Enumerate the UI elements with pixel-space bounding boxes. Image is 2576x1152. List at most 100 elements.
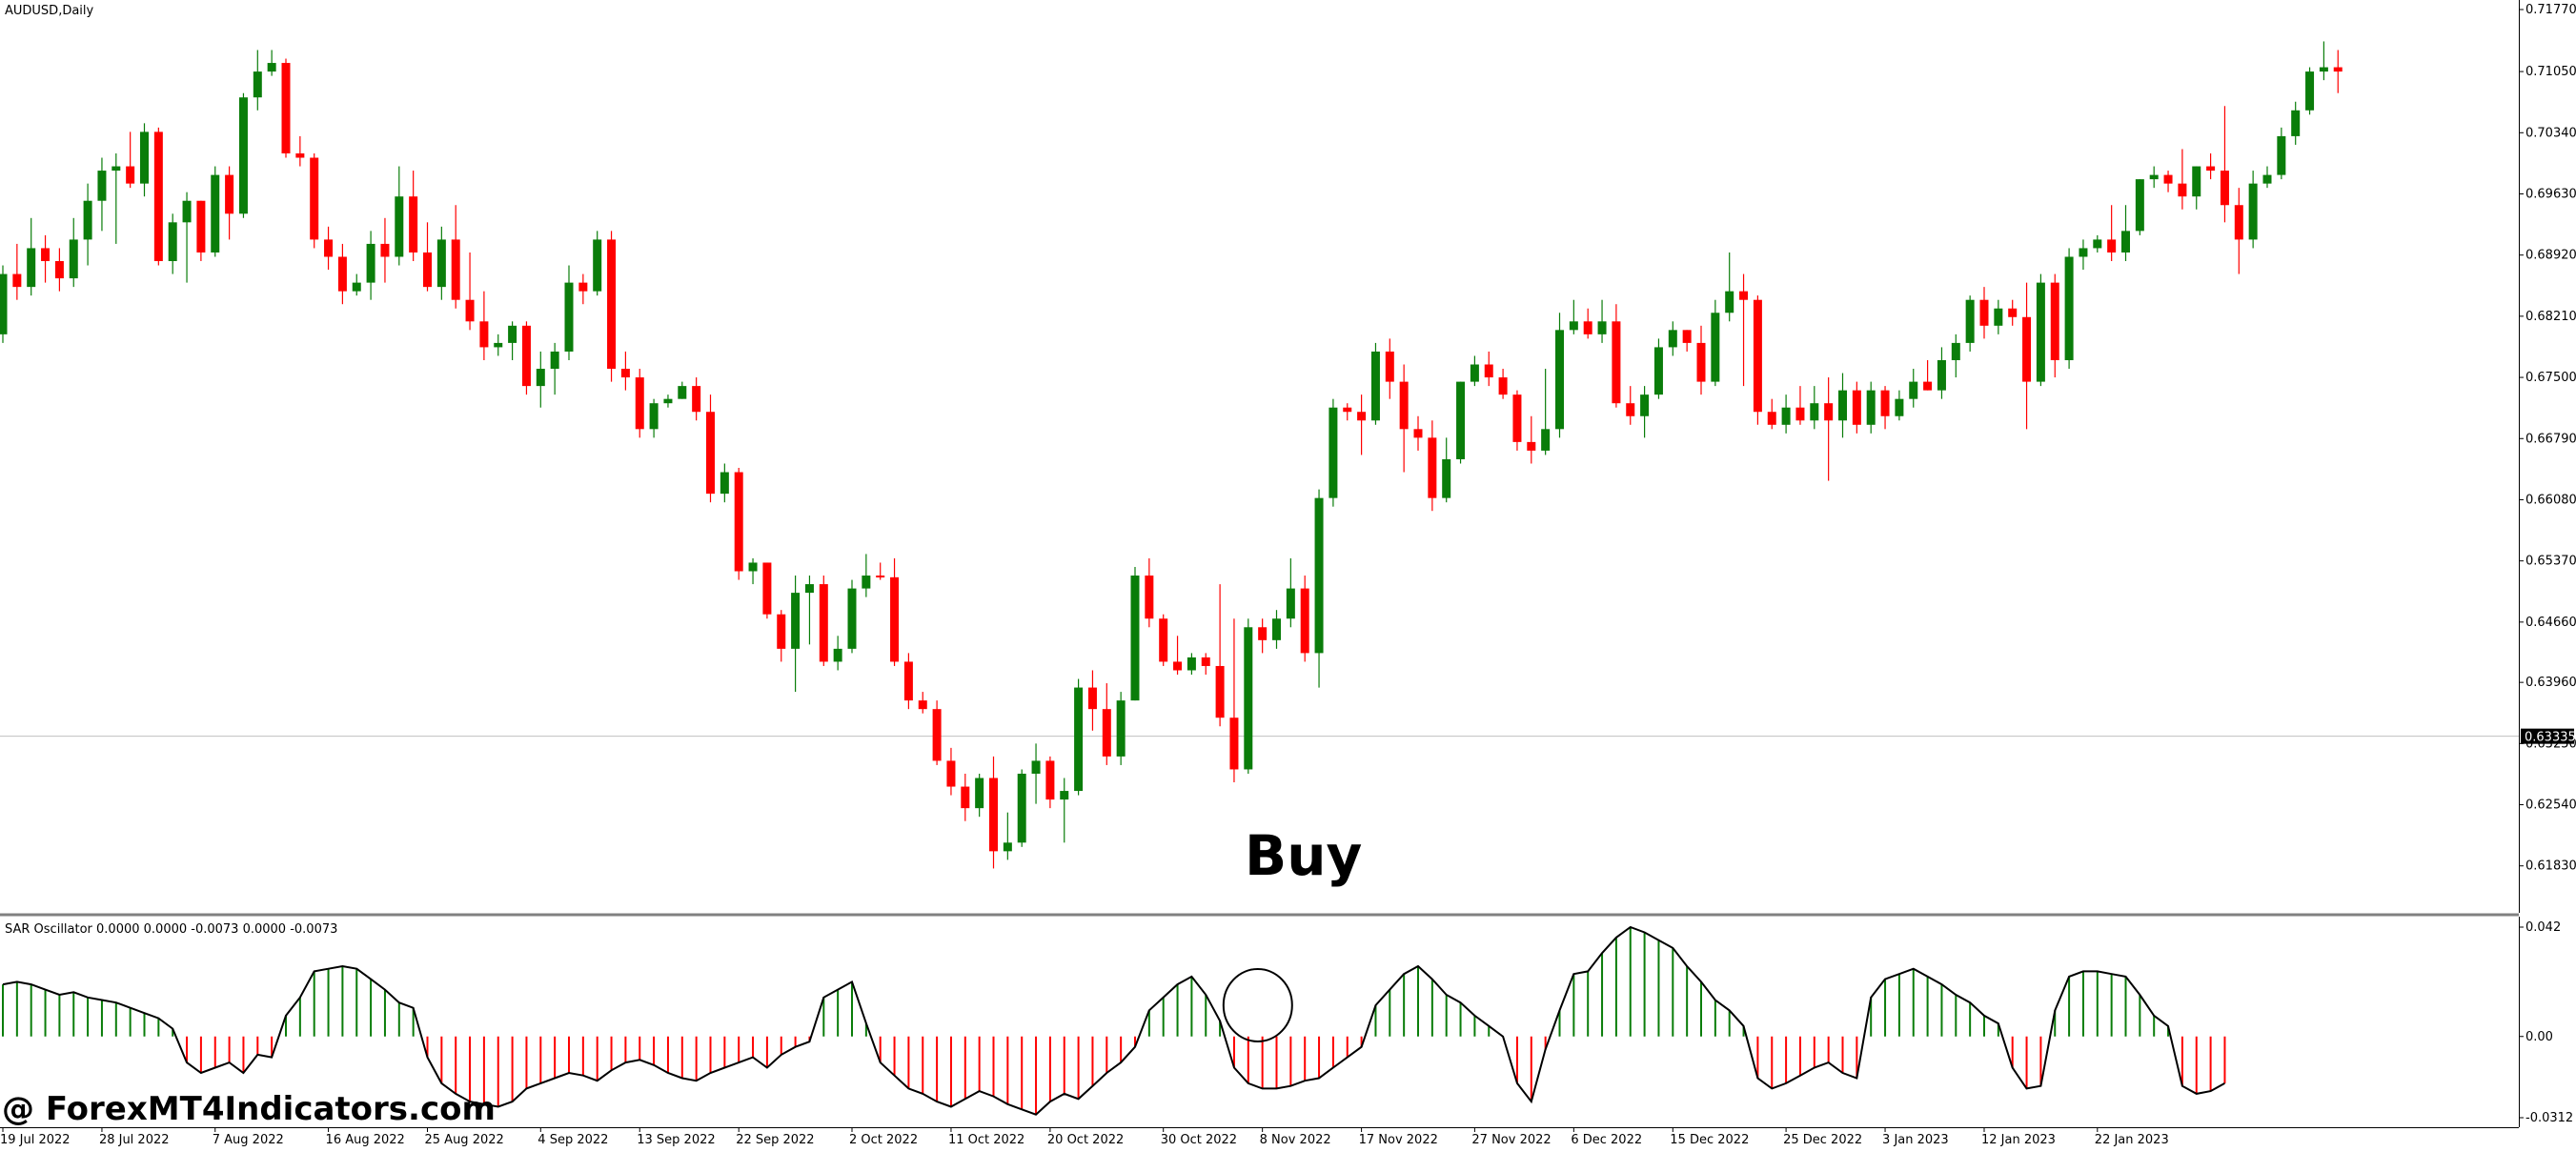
candle-body [395, 196, 404, 257]
candle-body [324, 239, 334, 257]
candle-body [1229, 717, 1239, 770]
candle-body [819, 584, 828, 662]
candle-body [1300, 588, 1309, 654]
oscillator-pane: 0.042 0.00 -0.0312 SAR Oscillator 0.0000 0… [2, 917, 2573, 1127]
price-tick-label: 0.69630 [2525, 187, 2576, 201]
candle-body [2079, 248, 2088, 257]
candle-body [2305, 71, 2315, 111]
candle-body [918, 700, 927, 710]
buy-annotation: Buy [1245, 823, 1362, 888]
candle-body [1413, 429, 1423, 438]
candle-body [1130, 576, 1140, 701]
candle-body [1343, 407, 1352, 413]
candle-body [2248, 183, 2258, 240]
candle-body [1173, 661, 1183, 671]
candle-body [593, 239, 602, 292]
oscillator-title: SAR Oscillator 0.0000 0.0000 -0.0073 0.0… [5, 922, 337, 937]
candle-body [663, 398, 673, 404]
candle-body [1003, 842, 1012, 852]
price-tick-label: 0.63960 [2525, 676, 2576, 690]
time-tick-label: 2 Oct 2022 [849, 1133, 918, 1147]
candle-body [1215, 665, 1225, 718]
oscillator-tick-label: 0.042 [2525, 920, 2561, 935]
candle-body [1187, 657, 1196, 671]
time-axis-ticks: 19 Jul 2022 28 Jul 2022 7 Aug 2022 16 Aug 2… [0, 1127, 2169, 1147]
time-tick-label: 17 Nov 2022 [1359, 1133, 1438, 1147]
candle-body [1866, 390, 1876, 425]
current-price-label: 0.63335 [2525, 731, 2576, 745]
candle-body [436, 239, 446, 288]
candle-body [946, 760, 956, 787]
candle-body [2192, 166, 2201, 197]
candle-body [1074, 687, 1084, 792]
candle-body [1795, 407, 1805, 421]
candle-body [2178, 183, 2187, 197]
candle-body [1937, 359, 1946, 391]
candle-body [564, 282, 574, 352]
candle-body [295, 152, 305, 158]
candle-body [720, 472, 729, 495]
candle-body [635, 377, 644, 430]
price-tick-label: 0.71050 [2525, 65, 2576, 79]
current-price-marker [2521, 728, 2574, 744]
candle-body [734, 472, 743, 572]
candle-body [2277, 135, 2286, 175]
candle-body [83, 200, 92, 240]
candle-body [1329, 407, 1338, 498]
candle-body [961, 786, 970, 809]
oscillator-tick-label: -0.0312 [2525, 1111, 2573, 1125]
candle-body [1965, 299, 1975, 343]
candle-body [777, 614, 786, 649]
oscillator-axis-ticks: 0.042 0.00 -0.0312 [2519, 920, 2573, 1125]
candle-body [578, 282, 588, 292]
candle-body [238, 97, 248, 214]
candle-body [1810, 403, 1819, 421]
candle-body [649, 403, 659, 430]
candle-body [1753, 299, 1762, 413]
candle-body [1668, 330, 1677, 348]
candle-body [1767, 412, 1776, 425]
candle-body [54, 261, 64, 279]
candle-body [97, 171, 107, 201]
candle-body [423, 252, 432, 288]
candle-body [2262, 174, 2272, 184]
time-tick-label: 25 Aug 2022 [425, 1133, 504, 1147]
watermark-text: @ ForexMT4Indicators.com [2, 1090, 496, 1128]
candle-body [168, 222, 177, 262]
candle-body [337, 256, 347, 292]
candle-body [0, 273, 8, 334]
time-tick-label: 22 Sep 2022 [736, 1133, 814, 1147]
candle-body [1824, 403, 1834, 421]
candle-body [182, 200, 192, 223]
candle-body [2093, 239, 2102, 249]
candle-body [1583, 321, 1592, 334]
candle-body [1357, 412, 1367, 421]
candle-body [2022, 316, 2032, 382]
candle-body [1159, 618, 1168, 662]
candle-body [2036, 282, 2045, 382]
candle-body [1370, 351, 1380, 421]
candle-body [1626, 403, 1635, 416]
candle-body [1484, 364, 1493, 378]
candle-body [847, 588, 857, 649]
time-tick-label: 11 Oct 2022 [948, 1133, 1024, 1147]
price-pane: 0.71770 0.71050 0.70340 0.69630 0.68920 0.682… [0, 0, 2576, 913]
candle-body [1470, 364, 1479, 382]
candle-body [1923, 381, 1933, 391]
candle-body [140, 131, 149, 184]
candle-body [2220, 171, 2229, 206]
oscillator-tick-label: 0.00 [2525, 1030, 2553, 1044]
candle-body [1569, 321, 1578, 331]
candle-body [1527, 441, 1536, 451]
candle-body [1512, 394, 1522, 442]
price-tick-label: 0.68210 [2525, 310, 2576, 324]
candle-body [762, 562, 772, 615]
candle-body [2234, 205, 2243, 240]
candle-body [1725, 291, 1734, 313]
candle-body [2206, 166, 2216, 172]
candle-body [607, 239, 617, 370]
candle-body [1781, 407, 1791, 425]
candle-body [2107, 239, 2117, 253]
